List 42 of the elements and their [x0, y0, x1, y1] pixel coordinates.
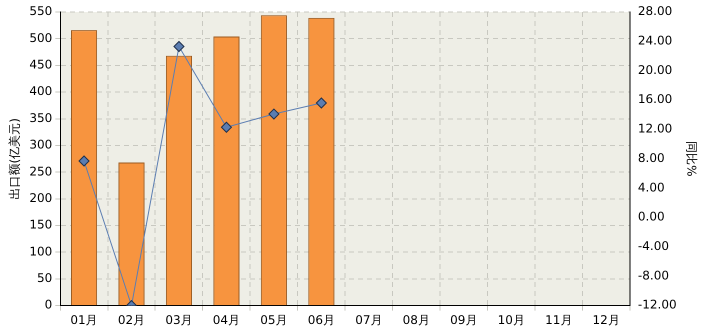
y-axis-title: 出口额(亿美元): [7, 118, 22, 200]
y-tick-label: 550: [29, 4, 52, 18]
x-tick-label: 10月: [498, 312, 525, 327]
x-tick-label: 09月: [450, 312, 478, 327]
x-tick-label: 05月: [260, 312, 288, 327]
x-tick-label: 01月: [70, 312, 98, 327]
x-tick-label: 04月: [212, 312, 240, 327]
point: [268, 108, 280, 120]
y2-tick-label: -4.00: [638, 239, 669, 254]
y-tick-label: 300: [29, 138, 52, 152]
point: [78, 156, 90, 166]
y-tick-label: 100: [29, 244, 52, 258]
y2-tick-label: 4.00: [638, 180, 665, 194]
x-tick-label: 06月: [308, 312, 336, 327]
y2-tick-label: 8.00: [638, 150, 665, 165]
y-tick-label: 250: [29, 164, 52, 178]
y-tick-label: 500: [29, 30, 52, 45]
y2-axis-title: 同比%: [684, 141, 699, 177]
y2-tick-label: 0.00: [638, 210, 665, 224]
y2-tick-label: -12.00: [638, 298, 677, 312]
point: [316, 98, 327, 109]
y-tick-label: 350: [29, 110, 52, 125]
point: [173, 41, 184, 52]
y2-tick-label: 28.00: [638, 4, 672, 18]
y-tick-label: 450: [29, 58, 52, 72]
y2-tick-label: 24.00: [638, 33, 672, 48]
y2-tick-label: 16.00: [638, 92, 672, 106]
y-tick-label: 0: [44, 298, 52, 312]
x-tick-label: 08月: [402, 312, 430, 327]
x-tick-label: 03月: [165, 312, 193, 327]
point: [220, 122, 232, 133]
y-tick-label: 150: [29, 218, 52, 232]
y2-tick-label: 20.00: [638, 62, 672, 77]
y2-tick-label: -8.00: [638, 268, 669, 282]
x-tick-label: 11月: [545, 312, 572, 327]
x-tick-label: 07月: [355, 312, 382, 327]
y2-tick-label: 12.00: [638, 122, 672, 136]
y-tick-label: 50: [37, 271, 52, 286]
x-tick-label: 02月: [118, 312, 146, 327]
x-tick-label: 12月: [592, 312, 620, 327]
y-tick-label: 400: [29, 84, 52, 98]
y-tick-label: 200: [29, 190, 52, 205]
